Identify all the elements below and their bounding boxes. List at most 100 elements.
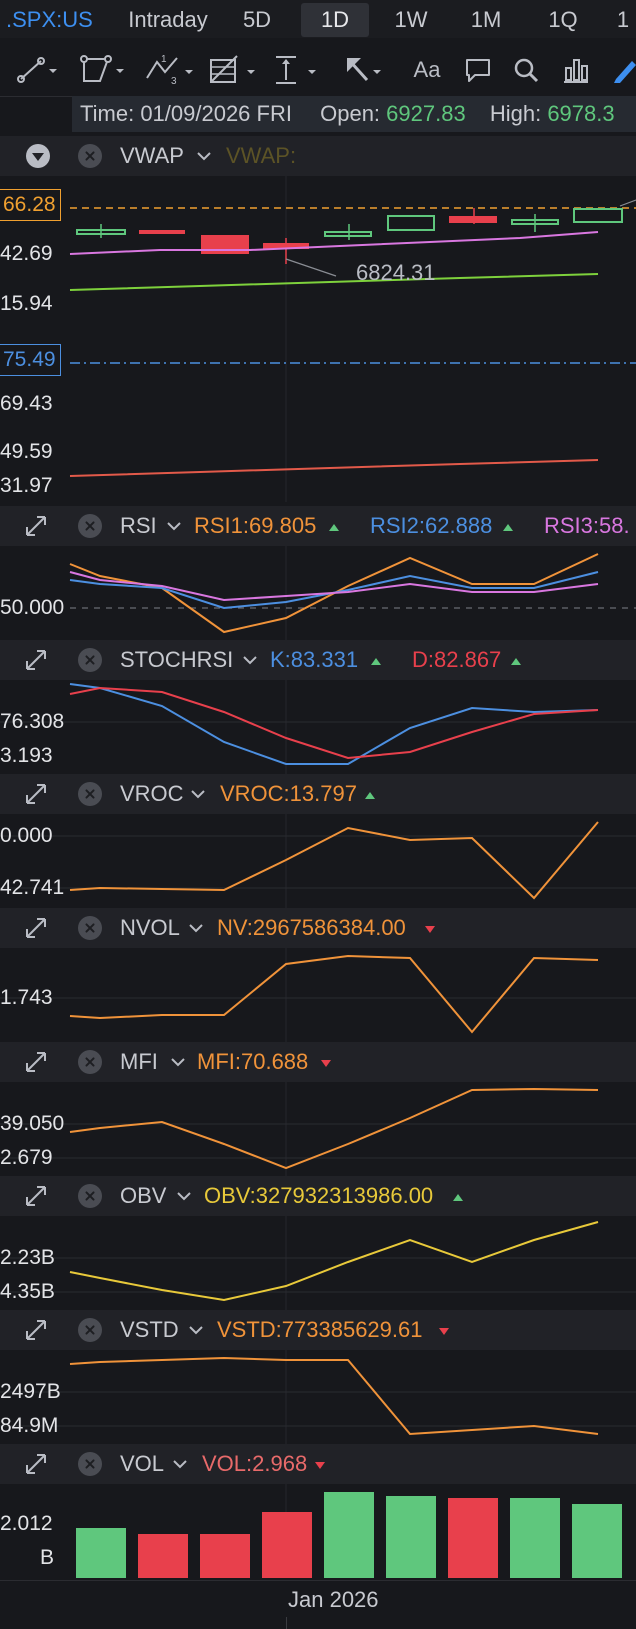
tab-1m[interactable]: 1M bbox=[470, 7, 502, 32]
tab-intraday[interactable]: Intraday bbox=[128, 7, 208, 32]
low-annotation: 6824.31 bbox=[356, 260, 436, 285]
tab-1q[interactable]: 1Q bbox=[548, 7, 578, 32]
chevron-down-icon[interactable] bbox=[166, 520, 182, 532]
vroc-value: VROC:13.797 bbox=[220, 781, 357, 806]
chevron-down-icon[interactable] bbox=[172, 1458, 188, 1470]
mfi-panel-header: MFI MFI:70.688 bbox=[0, 1042, 636, 1082]
ma-line bbox=[69, 273, 599, 291]
open-label: Open: bbox=[320, 101, 381, 126]
close-icon[interactable] bbox=[78, 1452, 102, 1476]
close-icon[interactable] bbox=[78, 648, 102, 672]
k-value: K:83.331 bbox=[270, 647, 359, 672]
rsi-axis-label: 50.000 bbox=[0, 596, 65, 619]
down-arrow-icon bbox=[425, 926, 435, 933]
expand-icon[interactable] bbox=[24, 1318, 48, 1342]
chevron-down-icon[interactable] bbox=[196, 150, 212, 162]
expand-icon[interactable] bbox=[24, 916, 48, 940]
vstd-chart-panel: 2497B 84.9M bbox=[0, 1350, 636, 1444]
vol-bar bbox=[138, 1534, 188, 1578]
price-chart bbox=[69, 176, 636, 502]
rsi2-line bbox=[69, 571, 599, 610]
mfi-value: MFI:70.688 bbox=[197, 1049, 309, 1074]
indicator-icon[interactable] bbox=[556, 44, 596, 96]
vwap-panel-header: VWAP VWAP: bbox=[0, 136, 636, 176]
expand-icon[interactable] bbox=[24, 648, 48, 672]
vol-axis-label: 2.012 bbox=[0, 1512, 53, 1535]
symbol-label[interactable]: .SPX:US bbox=[6, 7, 93, 32]
close-icon[interactable] bbox=[78, 1184, 102, 1208]
vol-value: VOL:2.968 bbox=[202, 1451, 308, 1476]
chevron-down-icon[interactable] bbox=[188, 922, 204, 934]
line-tool-icon[interactable] bbox=[10, 44, 64, 96]
vwap-value: VWAP: bbox=[226, 143, 297, 168]
obv-axis-label: 4.35B bbox=[0, 1280, 55, 1303]
low-line bbox=[69, 459, 599, 477]
indicator-name[interactable]: VSTD bbox=[120, 1317, 179, 1342]
vol-bar bbox=[262, 1512, 312, 1578]
pen-icon[interactable] bbox=[608, 44, 636, 96]
fib-tool-icon[interactable] bbox=[206, 44, 262, 96]
indicator-name[interactable]: VOL bbox=[120, 1451, 165, 1476]
vol-bar bbox=[510, 1498, 560, 1578]
mfi-line bbox=[69, 1087, 599, 1170]
vol-bar bbox=[386, 1496, 436, 1578]
nvol-panel-header: NVOL NV:2967586384.00 bbox=[0, 908, 636, 948]
expand-icon[interactable] bbox=[24, 514, 48, 538]
mfi-chart bbox=[0, 1082, 636, 1176]
nvol-axis-label: 1.743 bbox=[0, 986, 53, 1009]
chevron-down-icon[interactable] bbox=[176, 1190, 192, 1202]
indicator-name[interactable]: MFI bbox=[120, 1049, 158, 1074]
tab-5d[interactable]: 5D bbox=[242, 7, 272, 32]
x-axis-label: Jan 2026 bbox=[288, 1587, 379, 1612]
stochrsi-chart bbox=[0, 680, 636, 774]
arrow-tool-icon[interactable] bbox=[342, 44, 392, 96]
chevron-down-icon[interactable] bbox=[190, 788, 206, 800]
stochrsi-axis-label: 3.193 bbox=[0, 744, 53, 767]
indicator-name[interactable]: VROC bbox=[120, 781, 184, 806]
time-label: Time: bbox=[80, 101, 135, 126]
channel-tool-icon[interactable] bbox=[74, 44, 130, 96]
up-arrow-icon bbox=[371, 658, 381, 665]
search-icon[interactable] bbox=[506, 44, 546, 96]
mfi-axis-label: 2.679 bbox=[0, 1146, 53, 1169]
tab-more[interactable]: 1 bbox=[616, 7, 630, 32]
vol-panel-header: VOL VOL:2.968 bbox=[0, 1444, 636, 1484]
vol-chart bbox=[76, 1484, 622, 1578]
close-icon[interactable] bbox=[78, 1318, 102, 1342]
expand-icon[interactable] bbox=[24, 1050, 48, 1074]
indicator-name[interactable]: RSI bbox=[120, 513, 157, 538]
expand-icon[interactable] bbox=[24, 1452, 48, 1476]
chevron-down-icon[interactable] bbox=[188, 1324, 204, 1336]
chevron-down-icon[interactable] bbox=[170, 1056, 186, 1068]
rsi3-line bbox=[69, 571, 599, 602]
obv-chart bbox=[0, 1216, 636, 1310]
close-icon[interactable] bbox=[78, 1050, 102, 1074]
expand-icon[interactable] bbox=[24, 1184, 48, 1208]
obv-chart-panel: 2.23B 4.35B bbox=[0, 1216, 636, 1310]
rsi-chart bbox=[69, 546, 636, 640]
indicator-name[interactable]: STOCHRSI bbox=[120, 647, 234, 672]
d-value: D:82.867 bbox=[412, 647, 502, 672]
mfi-axis-label: 39.050 bbox=[0, 1112, 65, 1135]
vroc-line bbox=[69, 821, 599, 900]
collapse-icon[interactable] bbox=[26, 144, 50, 168]
measure-tool-icon[interactable] bbox=[270, 44, 324, 96]
indicator-name[interactable]: OBV bbox=[120, 1183, 167, 1208]
close-icon[interactable] bbox=[78, 916, 102, 940]
tab-1w[interactable]: 1W bbox=[394, 7, 428, 32]
expand-icon[interactable] bbox=[24, 782, 48, 806]
close-icon[interactable] bbox=[78, 144, 102, 168]
indicator-name[interactable]: VWAP bbox=[120, 143, 184, 168]
tab-1d[interactable]: 1D bbox=[301, 3, 369, 37]
text-tool-icon[interactable]: Aa bbox=[413, 57, 441, 82]
indicator-name[interactable]: NVOL bbox=[120, 915, 180, 940]
down-arrow-icon bbox=[321, 1060, 331, 1067]
svg-text:1: 1 bbox=[161, 54, 167, 65]
chevron-down-icon[interactable] bbox=[242, 654, 258, 666]
comment-tool-icon[interactable] bbox=[458, 44, 498, 96]
close-icon[interactable] bbox=[78, 782, 102, 806]
close-icon[interactable] bbox=[78, 514, 102, 538]
up-arrow-icon bbox=[503, 524, 513, 531]
